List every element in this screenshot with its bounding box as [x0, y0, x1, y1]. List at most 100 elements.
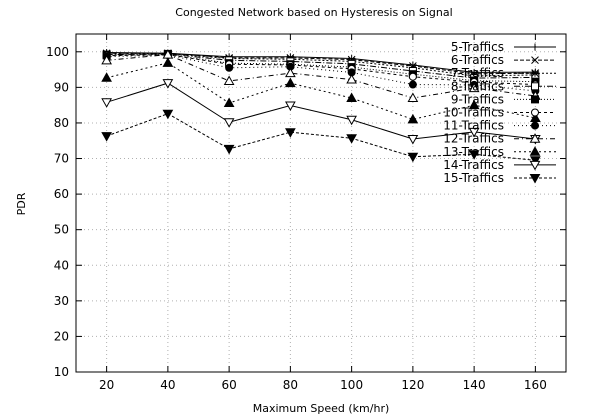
- legend-label: 7-Traffics: [451, 66, 504, 80]
- y-tick-label: 70: [54, 152, 69, 166]
- legend-marker: [531, 95, 539, 104]
- y-tick-label: 50: [54, 223, 69, 237]
- data-point: [285, 77, 296, 88]
- data-point: [162, 79, 174, 89]
- data-point: [407, 92, 419, 103]
- data-point: [223, 144, 235, 155]
- legend-item: 10-Traffics: [443, 106, 556, 120]
- legend-item: 13-Traffics: [443, 145, 556, 159]
- data-point: [468, 82, 480, 93]
- data-point: [407, 113, 419, 124]
- data-point: [346, 115, 357, 126]
- legend-marker: [531, 121, 539, 130]
- legend-marker: [529, 146, 541, 156]
- chart-title: Congested Network based on Hysteresis on…: [175, 6, 452, 19]
- y-tick-label: 90: [54, 80, 69, 94]
- x-axis-label: Maximum Speed (km/hr): [253, 402, 390, 415]
- data-point: [285, 128, 296, 138]
- data-point: [285, 67, 296, 78]
- data-point: [223, 97, 235, 108]
- legend-marker: [531, 43, 539, 51]
- legend-marker: [529, 160, 541, 171]
- data-point: [408, 80, 417, 89]
- x-tick-label: 120: [401, 378, 424, 392]
- series-line: [106, 52, 536, 73]
- legend-label: 14-Traffics: [443, 158, 504, 172]
- legend-item: 9-Traffics: [451, 92, 556, 106]
- legend-item: 12-Traffics: [443, 132, 556, 146]
- data-point: [530, 156, 541, 166]
- series-10: [101, 79, 541, 145]
- x-tick-label: 100: [340, 378, 363, 392]
- x-tick-label: 60: [221, 378, 236, 392]
- plot-frame: [75, 33, 567, 373]
- data-point: [468, 150, 480, 160]
- legend-marker: [531, 82, 539, 91]
- y-tick-label: 10: [54, 365, 69, 379]
- data-point: [162, 109, 174, 120]
- series-layer: [101, 49, 541, 166]
- legend-label: 15-Traffics: [443, 171, 504, 185]
- data-point: [223, 118, 235, 128]
- legend-marker: [531, 108, 539, 117]
- legend-label: 13-Traffics: [443, 145, 504, 159]
- data-point: [468, 127, 480, 138]
- series-line: [106, 54, 536, 92]
- legend-marker: [531, 56, 539, 64]
- series-line: [106, 53, 536, 79]
- data-point: [285, 101, 296, 112]
- series-line: [106, 82, 536, 140]
- y-tick-label: 100: [46, 45, 69, 59]
- legend-label: 5-Traffics: [451, 40, 504, 54]
- axis-ticks: 20 40 60 80 100 120 140 160 10 20 30 40 50 60 70 80 90 10…: [46, 34, 566, 392]
- x-tick-label: 140: [463, 378, 486, 392]
- legend-item: 6-Traffics: [451, 53, 556, 67]
- legend-item: 8-Traffics: [451, 79, 556, 93]
- x-tick-label: 160: [524, 378, 547, 392]
- legend-label: 10-Traffics: [443, 106, 504, 120]
- series-line: [106, 62, 536, 120]
- legend-label: 9-Traffics: [451, 92, 504, 106]
- y-tick-label: 30: [54, 294, 69, 308]
- series-line: [106, 113, 536, 161]
- data-point: [407, 134, 419, 145]
- legend-marker: [531, 69, 539, 78]
- data-point: [468, 99, 480, 110]
- data-point: [101, 72, 112, 82]
- data-point: [162, 57, 174, 67]
- data-point: [346, 74, 357, 84]
- y-tick-label: 20: [54, 329, 69, 343]
- data-point: [346, 92, 357, 103]
- y-axis-label: PDR: [15, 192, 28, 215]
- legend-marker: [529, 133, 541, 143]
- y-tick-label: 80: [54, 116, 69, 130]
- data-point: [407, 152, 419, 163]
- legend-item: 11-Traffics: [443, 119, 556, 133]
- data-point: [223, 75, 235, 85]
- legend-item: 7-Traffics: [451, 66, 556, 80]
- data-point: [225, 63, 234, 72]
- data-point: [101, 132, 112, 142]
- series-11: [101, 109, 541, 166]
- legend: 5-Traffics6-Traffics7-Traffics8-Traffics…: [443, 40, 556, 185]
- series-9: [101, 57, 541, 124]
- data-point: [101, 54, 112, 65]
- legend-label: 11-Traffics: [443, 119, 504, 133]
- legend-item: 15-Traffics: [443, 171, 556, 185]
- legend-item: 5-Traffics: [451, 40, 556, 54]
- legend-item: 14-Traffics: [443, 158, 556, 172]
- y-tick-label: 60: [54, 187, 69, 201]
- data-point: [530, 112, 541, 122]
- legend-marker: [529, 174, 541, 184]
- data-point: [408, 72, 417, 81]
- data-point: [101, 98, 112, 108]
- x-tick-label: 80: [283, 378, 298, 392]
- y-tick-label: 40: [54, 258, 69, 272]
- x-tick-label: 20: [99, 378, 114, 392]
- x-tick-label: 40: [160, 378, 175, 392]
- legend-label: 8-Traffics: [451, 79, 504, 93]
- series-line: [106, 54, 536, 99]
- data-point: [346, 134, 357, 144]
- legend-label: 12-Traffics: [443, 132, 504, 146]
